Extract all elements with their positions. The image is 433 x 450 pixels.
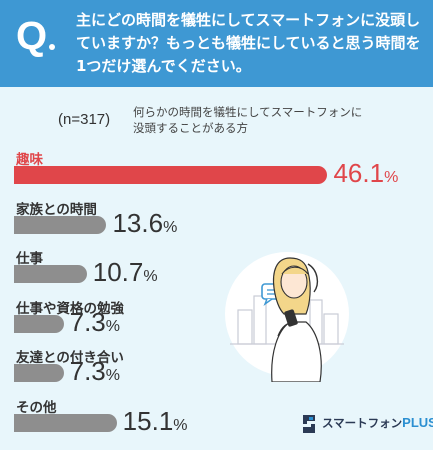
logo-mark-icon (303, 415, 315, 433)
category-label: 仕事や資格の勉強 (16, 300, 124, 317)
question-header: Q 主にどの時間を犠牲にしてスマートフォンに没頭していますか？もっとも犠牲にして… (0, 0, 433, 87)
value-label: 10.7% (93, 257, 158, 288)
bar (14, 364, 64, 382)
value-unit: % (163, 218, 178, 236)
bar (14, 413, 117, 432)
bar (14, 166, 328, 184)
woman-using-smartphone-illustration (225, 252, 349, 382)
value-unit: % (143, 268, 158, 285)
value-number: 7.3 (69, 356, 106, 386)
value-number: 46.1 (333, 158, 385, 188)
bar (14, 314, 64, 333)
category-label: 仕事 (16, 251, 43, 267)
value-number: 15.1 (122, 405, 174, 436)
bar (14, 265, 87, 283)
logo-text: スマートフォン (322, 416, 403, 430)
category-label: 家族との時間 (16, 201, 97, 218)
question-text: 主にどの時間を犠牲にしてスマートフォンに没頭していますか？もっとも犠牲にしている… (76, 11, 421, 75)
value-number: 7.3 (69, 306, 106, 337)
brand-logo: スマートフォンPLUS (300, 411, 433, 437)
value-unit: % (173, 416, 188, 434)
respondent-description: 何らかの時間を犠牲にしてスマートフォンに没頭することがある方 (133, 105, 363, 135)
logo-plus-text: PLUS (402, 415, 433, 430)
value-label: 13.6% (112, 208, 177, 239)
value-number: 13.6 (112, 207, 164, 238)
value-label: 46.1% (333, 158, 398, 189)
value-number: 10.7 (92, 257, 144, 287)
category-label: 趣味 (16, 152, 43, 168)
category-label: 友達との付き合い (16, 350, 124, 366)
value-label: 15.1% (123, 406, 188, 437)
bar (14, 215, 107, 234)
question-mark: Q (16, 14, 48, 58)
sample-size: (n=317) (58, 111, 111, 128)
category-label: その他 (16, 399, 57, 416)
value-label: 7.3% (70, 356, 120, 387)
value-unit: % (384, 169, 399, 186)
value-unit: % (105, 367, 121, 384)
value-label: 7.3% (70, 307, 120, 338)
question-mark-dot (49, 44, 55, 50)
value-unit: % (105, 317, 121, 335)
